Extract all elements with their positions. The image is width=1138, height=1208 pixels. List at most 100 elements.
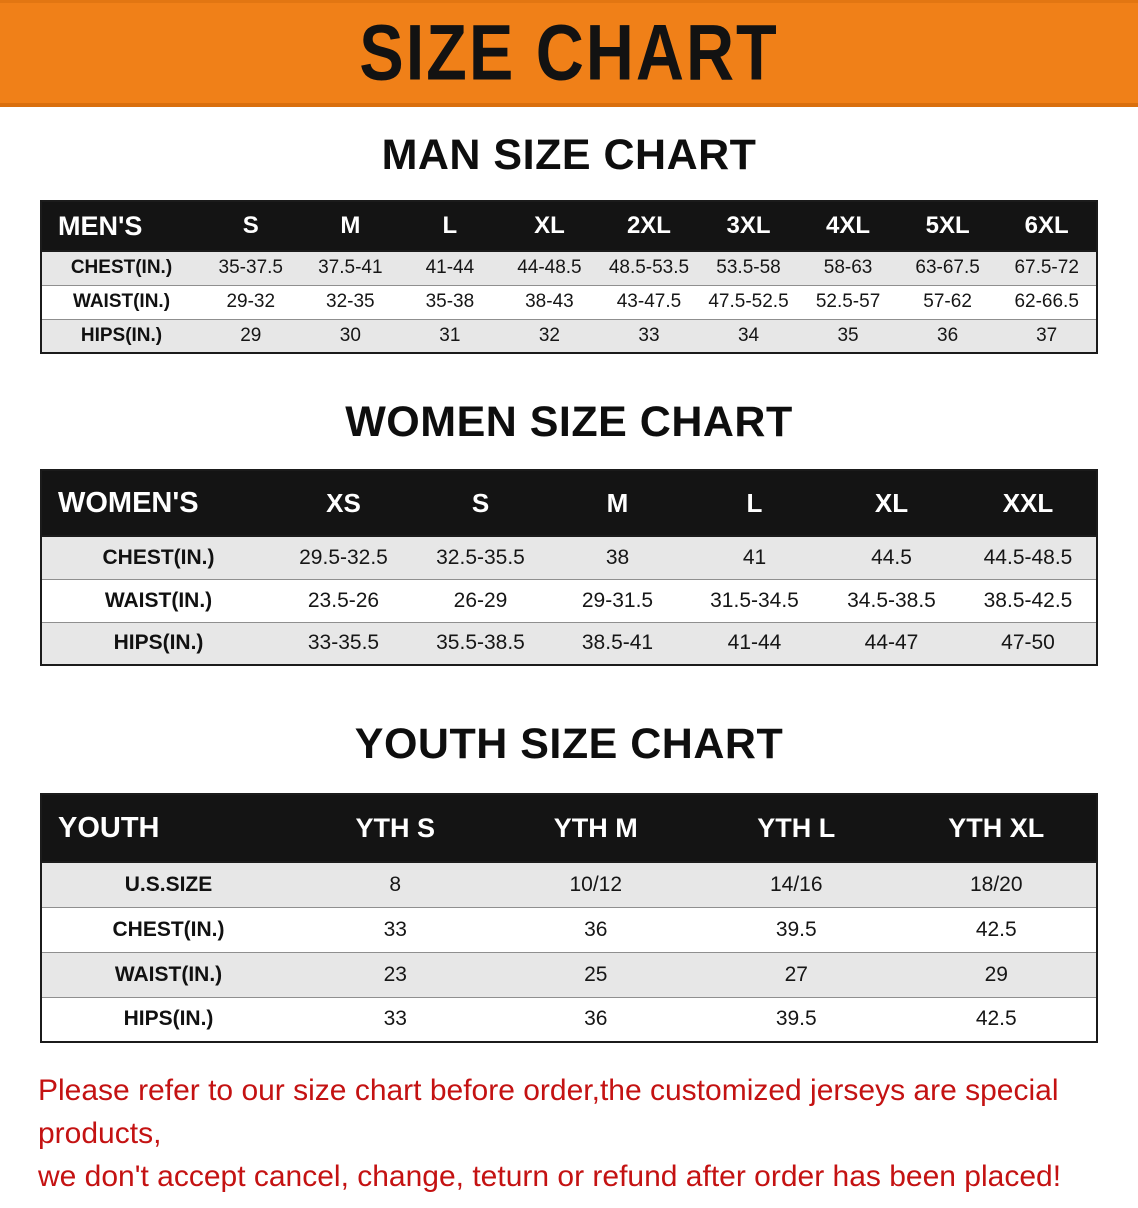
measurement-row: HIPS(IN.) 33-35.5 35.5-38.5 38.5-41 41-44 44-… (41, 622, 1097, 665)
disclaimer: Please refer to our size chart before or… (38, 1069, 1100, 1198)
size-value-cell: 42.5 (975, 917, 1017, 941)
size-value-cell: 57-62 (923, 291, 972, 312)
men-size-table: MEN'S S M L XL 2XL 3XL 4XL 5XL 6XL CHEST(IN.) 35-37… (40, 200, 1098, 354)
youth-size-section: YOUTH SIZE CHART YOUTH YTH S YTH M YTH L YTH… (0, 720, 1138, 1043)
size-value-cell: 30 (339, 324, 361, 346)
table-body: U.S.SIZE 8 10/12 14/16 18/20 CHEST(IN.) 33 36 39… (41, 862, 1097, 1042)
table-head: MEN'S S M L XL 2XL 3XL 4XL 5XL 6XL (41, 201, 1097, 252)
size-column-header: M (549, 470, 686, 537)
size-value-cell: 53.5-58 (716, 257, 781, 279)
size-value-cell: 37 (1036, 324, 1058, 346)
size-value-cell: 44.5-48.5 (983, 545, 1073, 569)
size-value-cell: 58-63 (823, 257, 873, 279)
size-value-cell: 32-35 (326, 291, 375, 312)
size-value-cell: 29-32 (226, 291, 276, 312)
table-title-cell: WOMEN'S (41, 470, 275, 537)
women-section-heading: WOMEN SIZE CHART (345, 398, 793, 446)
size-value-cell: 35-37.5 (218, 257, 283, 279)
size-value-cell: 38.5-42.5 (983, 588, 1073, 612)
size-value-cell: 37.5-41 (318, 257, 383, 279)
table-body: CHEST(IN.) 35-37.5 37.5-41 41-44 44-48.5 48.5… (41, 251, 1097, 353)
row-label: WAIST(IN.) (72, 291, 171, 312)
youth-size-table: YOUTH YTH S YTH M YTH L YTH XL U.S.SIZE 8 10/12… (40, 793, 1098, 1043)
measurement-row: HIPS(IN.) 33 36 39.5 42.5 (41, 997, 1097, 1042)
disclaimer-line-1: Please refer to our size chart before or… (38, 1074, 1059, 1150)
size-value-cell: 44-47 (864, 631, 919, 655)
row-label: HIPS(IN.) (80, 324, 163, 346)
size-value-cell: 33-35.5 (307, 631, 380, 655)
measurement-row: WAIST(IN.) 29-32 32-35 35-38 38-43 43-47.5 47.… (41, 285, 1097, 319)
women-size-section: WOMEN SIZE CHART WOMEN'S XS S M L XL XXL CHEST(… (0, 398, 1138, 666)
size-value-cell: 41-44 (425, 257, 475, 279)
size-column-header: YTH XL (896, 794, 1097, 863)
banner: SIZE CHART (0, 0, 1138, 107)
size-column-header: L (400, 201, 500, 252)
row-label: WAIST(IN.) (104, 588, 213, 612)
size-value-cell: 33 (383, 917, 407, 941)
size-value-cell: 41 (742, 545, 767, 569)
size-value-cell: 63-67.5 (915, 257, 980, 279)
size-column-header: XL (499, 201, 600, 252)
size-value-cell: 36 (937, 324, 959, 346)
size-value-cell: 10/12 (569, 872, 623, 896)
size-value-cell: 8 (389, 872, 402, 896)
size-value-cell: 34 (737, 324, 760, 346)
size-value-cell: 35-38 (425, 291, 475, 312)
table-head: WOMEN'S XS S M L XL XXL (41, 470, 1097, 537)
size-column-header: S (412, 470, 549, 537)
table-title-cell: YOUTH (41, 794, 295, 863)
size-value-cell: 33 (383, 1007, 407, 1031)
row-label: HIPS(IN.) (113, 631, 204, 655)
row-label: WAIST(IN.) (114, 962, 223, 986)
disclaimer-line-2: we don't accept cancel, change, teturn o… (38, 1160, 1062, 1193)
size-value-cell: 23 (383, 962, 407, 986)
size-column-header: YTH L (696, 794, 897, 863)
men-size-section: MAN SIZE CHART MEN'S S M L XL 2XL 3XL 4XL 5XL 6XL… (0, 131, 1138, 354)
size-value-cell: 36 (584, 1007, 608, 1031)
size-value-cell: 47.5-52.5 (708, 291, 789, 312)
size-column-header: YTH S (295, 794, 496, 863)
size-value-cell: 26-29 (453, 588, 508, 612)
size-column-header: S (201, 201, 301, 252)
size-value-cell: 41-44 (727, 631, 782, 655)
size-value-cell: 38.5-41 (581, 631, 654, 655)
size-value-cell: 18/20 (969, 872, 1023, 896)
header-row: MEN'S S M L XL 2XL 3XL 4XL 5XL 6XL (41, 201, 1097, 252)
size-value-cell: 33 (638, 324, 660, 346)
size-value-cell: 35.5-38.5 (436, 631, 525, 655)
size-column-header: 4XL (798, 201, 898, 252)
size-column-header: XS (275, 470, 412, 537)
size-value-cell: 14/16 (769, 872, 823, 896)
row-label: HIPS(IN.) (123, 1007, 214, 1031)
size-value-cell: 38-43 (525, 291, 574, 312)
size-column-header: 6XL (997, 201, 1097, 252)
table-head: YOUTH YTH S YTH M YTH L YTH XL (41, 794, 1097, 863)
men-section-heading: MAN SIZE CHART (381, 131, 757, 179)
header-row: WOMEN'S XS S M L XL XXL (41, 470, 1097, 537)
size-value-cell: 43-47.5 (616, 291, 682, 312)
size-value-cell: 31 (439, 324, 461, 346)
size-value-cell: 39.5 (775, 1007, 817, 1031)
measurement-row: HIPS(IN.) 29 30 31 32 33 34 35 36 37 (41, 319, 1097, 353)
size-value-cell: 23.5-26 (307, 588, 380, 612)
size-value-cell: 38 (605, 545, 630, 569)
row-label: U.S.SIZE (124, 872, 213, 896)
size-value-cell: 29 (984, 962, 1008, 986)
size-value-cell: 35 (837, 324, 859, 346)
page-title: SIZE CHART (359, 8, 779, 98)
row-label: CHEST(IN.) (70, 257, 173, 279)
size-value-cell: 48.5-53.5 (608, 257, 690, 279)
size-value-cell: 29-31.5 (581, 588, 654, 612)
size-value-cell: 67.5-72 (1014, 257, 1079, 279)
size-column-header: 2XL (599, 201, 699, 252)
size-value-cell: 31.5-34.5 (710, 588, 799, 612)
size-value-cell: 44-48.5 (517, 257, 582, 279)
measurement-row: CHEST(IN.) 33 36 39.5 42.5 (41, 907, 1097, 952)
table-title-cell: MEN'S (41, 201, 201, 252)
size-value-cell: 52.5-57 (815, 291, 881, 312)
size-value-cell: 29.5-32.5 (299, 545, 388, 569)
row-label: CHEST(IN.) (102, 545, 215, 569)
size-value-cell: 62-66.5 (1014, 291, 1079, 312)
table-body: CHEST(IN.) 29.5-32.5 32.5-35.5 38 41 44.5 44.5… (41, 536, 1097, 665)
